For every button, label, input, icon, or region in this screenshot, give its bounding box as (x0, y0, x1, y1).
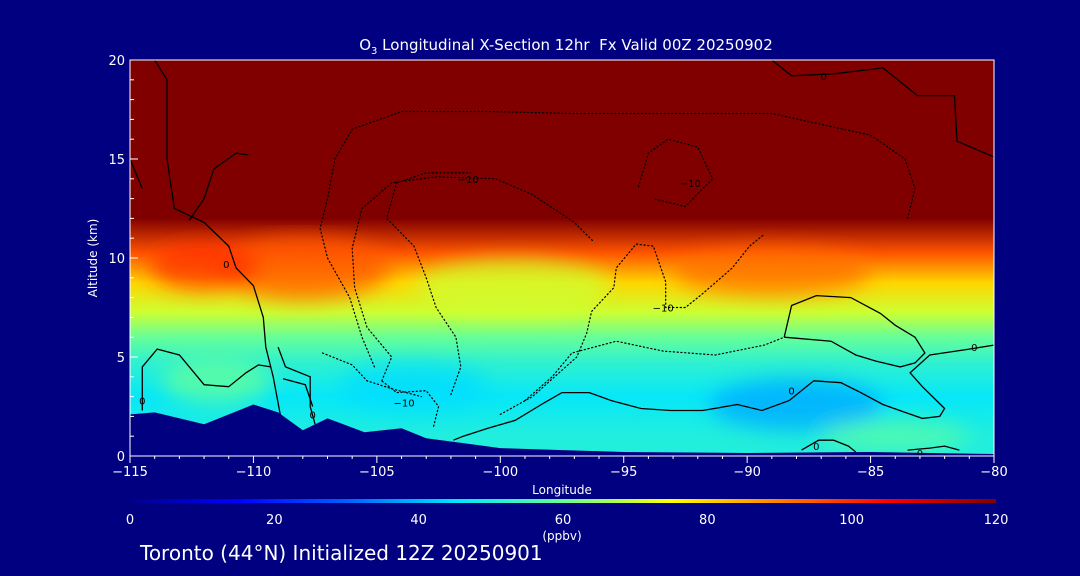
colorbar-tick-label: 120 (984, 513, 1009, 528)
contour-label: 0 (139, 397, 145, 408)
contour-line-0 (453, 344, 994, 441)
ozone-patch (673, 248, 871, 296)
contour-label: 0 (813, 442, 819, 453)
x-axis-ticks: −115 −110 −105 −100 −95 −90 −85 −80 (112, 456, 1008, 480)
contour-line-0 (277, 346, 316, 425)
x-tick-label: −85 (857, 465, 884, 480)
contour-label: −10 (458, 175, 479, 186)
ozone-patch (710, 378, 883, 431)
contour-line-0 (188, 152, 249, 221)
contour-line-0 (130, 158, 143, 189)
contour-labels: 0 0 0 0 0 0 0 0 −10 −10 −10 −10 (139, 72, 977, 460)
y-tick-label: 15 (108, 153, 125, 168)
contour-line-neg10 (637, 138, 714, 208)
contour-line-neg10 (524, 336, 785, 402)
contour-label: −10 (680, 179, 701, 190)
contour-line-0 (783, 294, 926, 368)
contour-lines (130, 60, 994, 453)
contour-line-0 (282, 378, 314, 407)
contour-label: 0 (223, 260, 229, 271)
ozone-patch (413, 259, 612, 316)
contour-label: 0 (917, 449, 923, 460)
footer-caption: Toronto (44°N) Initialized 12Z 20250901 (140, 541, 543, 565)
plot-area: 0 0 0 0 0 0 0 0 −10 −10 −10 −10 (130, 60, 994, 460)
contour-label: 0 (788, 387, 794, 398)
contour-line-0 (801, 439, 857, 453)
x-tick-label: −95 (610, 465, 637, 480)
x-tick-label: −110 (236, 465, 272, 480)
y-tick-label: 10 (108, 252, 125, 267)
x-tick-label: −90 (733, 465, 760, 480)
contour-line-neg10 (499, 233, 765, 415)
y-axis-ticks: 0 5 10 15 20 (108, 54, 138, 465)
terrain (130, 404, 994, 456)
y-tick-label: 5 (117, 351, 125, 366)
y-axis-label: Altitude (km) (86, 219, 100, 298)
colorbar-tick-label: 100 (839, 513, 864, 528)
ozone-patch (339, 362, 488, 411)
contour-line-neg10 (351, 176, 595, 382)
contour-line-neg10 (321, 352, 422, 398)
x-tick-label: −115 (112, 465, 148, 480)
ozone-patch (162, 357, 271, 405)
colorbar-ticks: 0 20 40 60 80 100 120 (126, 513, 1009, 528)
colorbar-tick-label: 80 (699, 513, 716, 528)
ozone-patch (149, 242, 259, 290)
colorbar (130, 499, 996, 503)
chart-title-base: O (359, 36, 371, 54)
x-tick-label: −100 (482, 465, 518, 480)
colorbar-tick-label: 0 (126, 513, 134, 528)
contour-line-neg10 (386, 172, 472, 396)
ozone-patch (821, 420, 970, 453)
chart-title-subscript: 3 (371, 46, 377, 57)
y-tick-label: 0 (117, 450, 125, 465)
contour-label: 0 (820, 72, 826, 83)
x-tick-label: −105 (359, 465, 395, 480)
contour-label: 0 (971, 343, 977, 354)
ozone-patch (216, 236, 390, 300)
x-axis-label: Longitude (532, 483, 592, 497)
contour-line-0 (771, 60, 994, 158)
y-tick-label: 20 (108, 54, 125, 69)
colorbar-tick-label: 60 (555, 513, 572, 528)
contour-label: −10 (393, 399, 414, 410)
colorbar-tick-label: 40 (410, 513, 427, 528)
contour-line-0 (141, 348, 271, 411)
x-tick-label: −80 (980, 465, 1007, 480)
ozone-anomaly-patches (149, 236, 970, 453)
chart-title-rest: Longitudinal X-Section 12hr Fx Valid 00Z… (377, 36, 772, 54)
colorbar-tick-label: 20 (266, 513, 283, 528)
contour-line-0 (907, 445, 960, 451)
chart-title: O3 Longitudinal X-Section 12hr Fx Valid … (359, 36, 773, 57)
contour-line-neg10 (319, 110, 916, 368)
contour-label: 0 (309, 410, 315, 421)
colorbar-units: (ppbv) (542, 529, 581, 543)
contour-line-0 (132, 60, 282, 417)
contour-label: −10 (653, 304, 674, 315)
